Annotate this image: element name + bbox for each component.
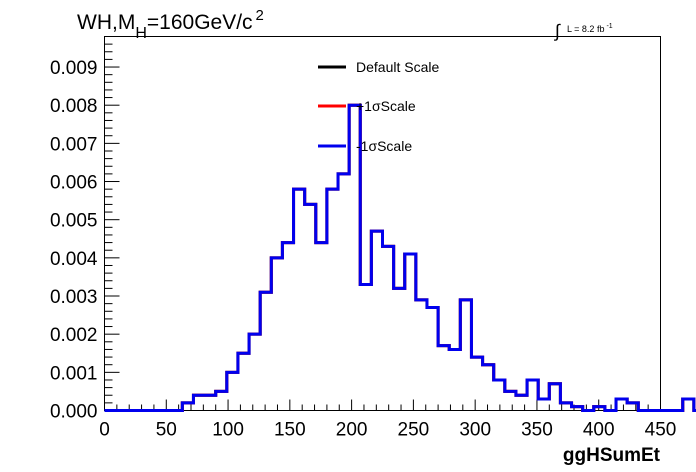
chart-title: WH,MH=160GeV/c 2 <box>77 7 264 42</box>
x-tick-label: 100 <box>212 420 244 441</box>
y-tick-label: 0.007 <box>50 134 98 155</box>
x-tick-label: 350 <box>521 420 553 441</box>
integral-symbol: ∫ <box>553 21 561 41</box>
x-tick-label: 200 <box>336 420 368 441</box>
legend-label-default-scale: Default Scale <box>356 59 439 75</box>
title-main: WH,M <box>77 11 135 34</box>
luminosity-label: ∫ L = 8.2 fb -1 <box>553 21 613 41</box>
x-tick-label: 150 <box>274 420 306 441</box>
series-layer <box>104 103 696 412</box>
svg-text:L = 8.2 fb-1: L = 8.2 fb -1 <box>567 23 613 34</box>
y-tick-label: 0.002 <box>50 325 98 346</box>
x-tick-label: 300 <box>459 420 491 441</box>
y-tick-label: 0.005 <box>50 211 98 232</box>
x-axis-label: ggHSumEt <box>563 445 661 466</box>
y-tick-label: 0.003 <box>50 287 98 308</box>
y-tick-label: 0.009 <box>50 58 98 79</box>
y-tick-label: 0.008 <box>50 96 98 117</box>
luminosity-exponent: -1 <box>606 23 612 30</box>
y-tick-label: 0.000 <box>50 402 98 423</box>
legend-label-plus-1-sigma-scale: +1σScale <box>356 98 416 114</box>
legend: Default Scale +1σScale -1σScale <box>318 59 439 154</box>
svg-text:WH,MH=160GeV/c2: WH,MH=160GeV/c 2 <box>77 7 264 42</box>
x-tick-label: 400 <box>583 420 615 441</box>
x-tick-label: 450 <box>645 420 677 441</box>
y-tick-label: 0.001 <box>50 363 98 384</box>
y-tick-label: 0.006 <box>50 173 98 194</box>
x-tick-label: 50 <box>156 420 177 441</box>
title-subscript: H <box>135 25 147 42</box>
y-tick-label: 0.004 <box>50 249 98 270</box>
title-superscript: 2 <box>256 7 264 24</box>
series-line--1-scale <box>104 103 696 412</box>
plot-frame <box>104 36 661 411</box>
legend-label-minus-1-sigma-scale: -1σScale <box>356 138 412 154</box>
title-rest: =160GeV/c <box>147 11 253 34</box>
axes: 0.000 0.001 0.002 0.003 0.004 0.005 0.006 0.007… <box>50 36 677 441</box>
x-tick-label: 250 <box>398 420 430 441</box>
luminosity-text: L = 8.2 fb <box>567 24 604 34</box>
x-tick-label: 0 <box>99 420 110 441</box>
